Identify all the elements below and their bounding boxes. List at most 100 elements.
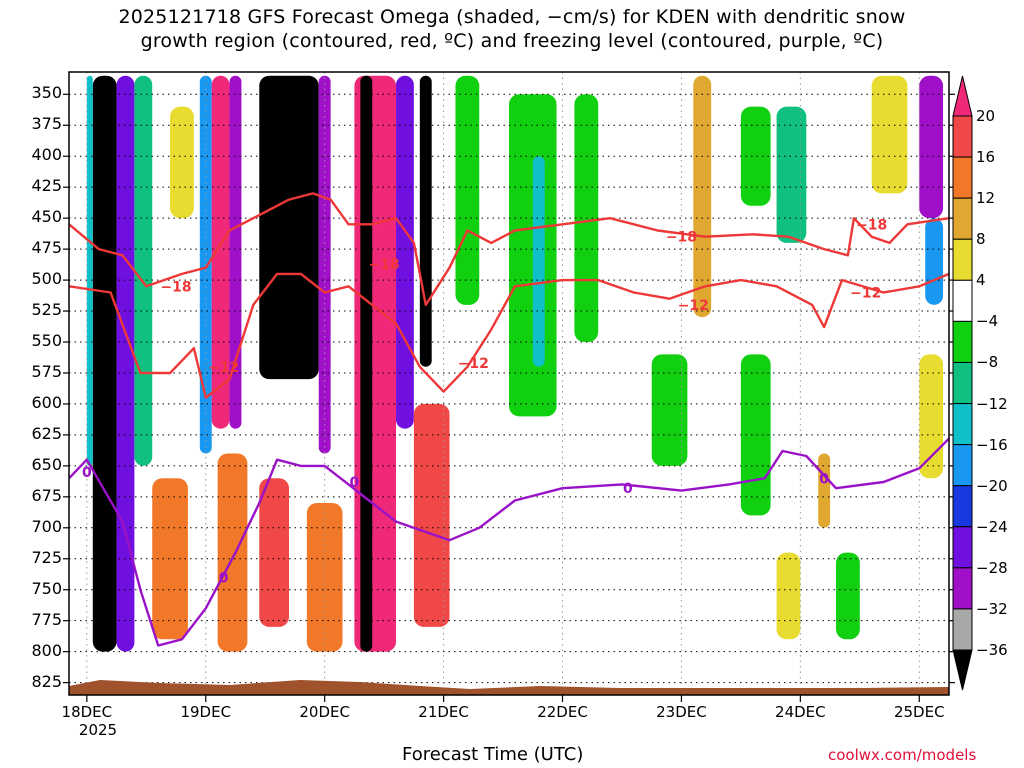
contour-label: −12 (850, 285, 881, 301)
omega-cell (919, 75, 944, 219)
y-tick-label: 500 (31, 269, 62, 289)
x-tick-label: 20DEC (299, 703, 350, 721)
colorbar-tick-label: −24 (976, 517, 1008, 536)
y-tick-label: 350 (31, 83, 62, 103)
x-tick-label: 21DEC (418, 703, 469, 721)
contour-label: 0 (82, 465, 92, 481)
colorbar-swatch (952, 608, 973, 651)
x-tick-label: 25DEC (893, 703, 945, 721)
y-tick-label: 450 (31, 207, 62, 227)
omega-cell (259, 478, 289, 627)
colorbar-top-arrow (952, 75, 973, 117)
omega-cell (360, 75, 373, 652)
contour-label: 0 (819, 471, 829, 487)
x-tick-label: 18DEC (61, 703, 113, 721)
x-tick-label: 22DEC (537, 703, 588, 721)
omega-cell (455, 75, 480, 305)
chart-title-line-1: 2025121718 GFS Forecast Omega (shaded, −… (118, 6, 906, 28)
x-axis-title: Forecast Time (UTC) (402, 744, 584, 765)
omega-cell (306, 503, 343, 652)
colorbar-swatch (952, 485, 973, 528)
omega-cell (693, 75, 712, 318)
omega-cell (919, 354, 944, 479)
colorbar-swatch (952, 567, 973, 610)
colorbar-tick-label: −4 (976, 312, 999, 331)
colorbar-tick-label: −36 (976, 641, 1008, 659)
omega-cell (116, 75, 135, 652)
colorbar-swatch (952, 238, 973, 281)
y-tick-label: 650 (31, 454, 62, 474)
omega-cell (86, 75, 93, 466)
omega-cell (818, 453, 831, 528)
colorbar-swatch (952, 526, 973, 569)
contour-label: −18 (160, 279, 191, 295)
y-tick-label: 375 (31, 114, 62, 134)
y-tick-label: 725 (31, 547, 62, 567)
colorbar-tick-label: −12 (976, 394, 1008, 413)
colorbar-swatch (952, 320, 973, 363)
colorbar-tick-label: 12 (976, 189, 996, 208)
omega-cell (871, 75, 908, 194)
omega-cell (651, 354, 688, 466)
y-tick-label: 700 (31, 516, 62, 536)
terrain-surface (69, 680, 949, 695)
plot-frame (68, 71, 950, 696)
y-tick-label: 675 (31, 485, 62, 505)
omega-cell (217, 453, 248, 652)
contour-label: −18 (856, 217, 887, 233)
colorbar-tick-label: 16 (976, 148, 996, 167)
y-tick-label: 775 (31, 609, 62, 629)
x-tick-label: 19DEC (180, 703, 232, 721)
omega-cell (776, 106, 807, 243)
contour-line (69, 192, 949, 307)
colorbar-tick-label: −20 (976, 476, 1008, 495)
colorbar-bottom-arrow (952, 649, 973, 691)
y-tick-label: 550 (31, 331, 62, 350)
y-tick-label: 575 (31, 361, 62, 381)
colorbar-swatch (952, 197, 973, 240)
x-tick-label: 23DEC (656, 703, 707, 721)
omega-cell (413, 403, 450, 627)
y-tick-label: 825 (31, 671, 62, 691)
omega-cell (259, 75, 319, 380)
contour-line (69, 437, 949, 647)
colorbar-tick-label: −28 (976, 558, 1008, 577)
y-tick-label: 600 (31, 392, 62, 412)
colorbar-swatch (952, 115, 973, 158)
omega-cell (229, 75, 242, 429)
contour-label: −18 (369, 257, 400, 273)
contour-label: 0 (219, 570, 229, 586)
y-tick-label: 625 (31, 423, 62, 443)
y-tick-label: 800 (31, 640, 62, 660)
omega-cell (170, 106, 194, 219)
x-tick-label: 24DEC (775, 703, 826, 721)
source-credit: coolwx.com/models (828, 746, 977, 764)
omega-cell (92, 75, 117, 652)
colorbar-tick-label: 20 (976, 107, 996, 125)
chart-title-line-2: growth region (contoured, red, ºC) and f… (140, 30, 884, 52)
y-tick-label: 425 (31, 176, 62, 196)
omega-cell (396, 75, 414, 429)
colorbar (952, 75, 973, 691)
omega-cell (152, 478, 188, 640)
contour-label: −12 (458, 356, 489, 372)
omega-cell (836, 552, 860, 640)
omega-cell (776, 552, 801, 640)
gridlines (69, 72, 949, 695)
omega-cell (419, 75, 432, 367)
colorbar-tick-label: 8 (976, 230, 986, 249)
omega-cell (740, 354, 771, 516)
y-tick-label: 525 (31, 300, 62, 320)
colorbar-swatch (952, 361, 973, 405)
contour-label: −12 (208, 360, 239, 376)
omega-cell (211, 75, 230, 429)
x-axis-year-label: 2025 (78, 721, 118, 739)
colorbar-swatch (952, 444, 973, 487)
omega-cell (740, 106, 771, 206)
omega-cell (134, 75, 153, 466)
contour-label: 0 (623, 481, 633, 497)
contour-line (69, 272, 949, 399)
colorbar-tick-label: −8 (976, 353, 999, 372)
axis-ticks (63, 93, 955, 702)
